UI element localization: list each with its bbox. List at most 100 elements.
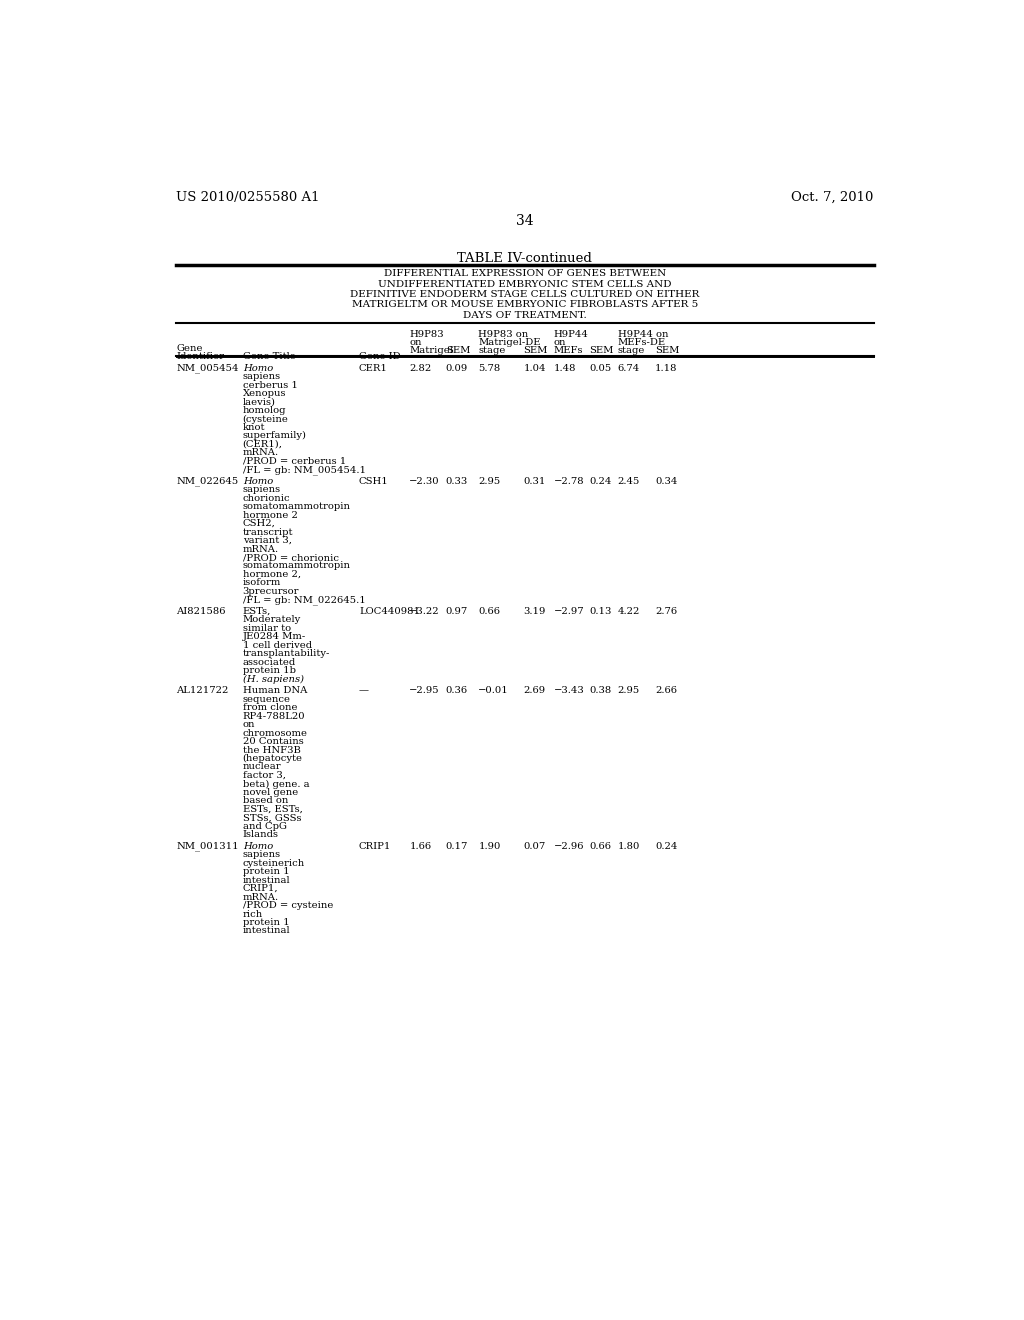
Text: Gene Title: Gene Title (243, 352, 296, 362)
Text: /PROD = chorionic: /PROD = chorionic (243, 553, 339, 562)
Text: 2.45: 2.45 (617, 477, 640, 486)
Text: on: on (410, 338, 422, 347)
Text: US 2010/0255580 A1: US 2010/0255580 A1 (176, 191, 319, 203)
Text: NM_001311: NM_001311 (176, 842, 239, 851)
Text: Oct. 7, 2010: Oct. 7, 2010 (792, 191, 873, 203)
Text: (H. sapiens): (H. sapiens) (243, 675, 304, 684)
Text: somatomammotropin: somatomammotropin (243, 561, 350, 570)
Text: cerberus 1: cerberus 1 (243, 380, 298, 389)
Text: Matrigel-DE: Matrigel-DE (478, 338, 541, 347)
Text: factor 3,: factor 3, (243, 771, 286, 780)
Text: based on: based on (243, 796, 288, 805)
Text: −3.43: −3.43 (554, 686, 585, 696)
Text: 0.97: 0.97 (445, 607, 468, 616)
Text: ESTs,: ESTs, (243, 607, 271, 616)
Text: intestinal: intestinal (243, 875, 291, 884)
Text: somatomammotropin: somatomammotropin (243, 502, 350, 511)
Text: 0.13: 0.13 (589, 607, 611, 616)
Text: 0.66: 0.66 (478, 607, 501, 616)
Text: 1.66: 1.66 (410, 842, 431, 851)
Text: H9P44 on: H9P44 on (617, 330, 669, 339)
Text: /FL = gb: NM_022645.1: /FL = gb: NM_022645.1 (243, 595, 366, 605)
Text: MEFs: MEFs (554, 346, 583, 355)
Text: 0.66: 0.66 (589, 842, 611, 851)
Text: CRIP1: CRIP1 (359, 842, 391, 851)
Text: —: — (359, 686, 369, 696)
Text: 1.04: 1.04 (523, 363, 546, 372)
Text: 34: 34 (516, 214, 534, 228)
Text: intestinal: intestinal (243, 927, 291, 936)
Text: Moderately: Moderately (243, 615, 301, 624)
Text: Xenopus: Xenopus (243, 389, 286, 399)
Text: (CER1),: (CER1), (243, 440, 283, 449)
Text: H9P83 on: H9P83 on (478, 330, 528, 339)
Text: 0.24: 0.24 (589, 477, 611, 486)
Text: Homo: Homo (243, 363, 273, 372)
Text: protein 1: protein 1 (243, 917, 290, 927)
Text: 1 cell derived: 1 cell derived (243, 640, 312, 649)
Text: nuclear: nuclear (243, 763, 282, 771)
Text: cysteinerich: cysteinerich (243, 859, 305, 867)
Text: sapiens: sapiens (243, 486, 281, 494)
Text: novel gene: novel gene (243, 788, 298, 797)
Text: CSH2,: CSH2, (243, 519, 275, 528)
Text: 3.19: 3.19 (523, 607, 546, 616)
Text: 20 Contains: 20 Contains (243, 737, 303, 746)
Text: AL121722: AL121722 (176, 686, 228, 696)
Text: 0.33: 0.33 (445, 477, 468, 486)
Text: 4.22: 4.22 (617, 607, 640, 616)
Text: 2.76: 2.76 (655, 607, 677, 616)
Text: mRNA.: mRNA. (243, 892, 279, 902)
Text: 5.78: 5.78 (478, 363, 501, 372)
Text: laevis): laevis) (243, 397, 275, 407)
Text: Identifier: Identifier (176, 352, 224, 362)
Text: /PROD = cysteine: /PROD = cysteine (243, 902, 333, 909)
Text: RP4-788L20: RP4-788L20 (243, 711, 305, 721)
Text: −2.78: −2.78 (554, 477, 584, 486)
Text: 0.05: 0.05 (589, 363, 611, 372)
Text: Homo: Homo (243, 477, 273, 486)
Text: 2.66: 2.66 (655, 686, 677, 696)
Text: 2.82: 2.82 (410, 363, 431, 372)
Text: SEM: SEM (445, 346, 470, 355)
Text: 0.36: 0.36 (445, 686, 468, 696)
Text: AI821586: AI821586 (176, 607, 225, 616)
Text: −2.96: −2.96 (554, 842, 584, 851)
Text: CSH1: CSH1 (359, 477, 389, 486)
Text: stage: stage (617, 346, 645, 355)
Text: 2.95: 2.95 (617, 686, 640, 696)
Text: Gene ID: Gene ID (359, 352, 400, 362)
Text: Islands: Islands (243, 830, 279, 840)
Text: /PROD = cerberus 1: /PROD = cerberus 1 (243, 457, 346, 466)
Text: 0.09: 0.09 (445, 363, 468, 372)
Text: associated: associated (243, 657, 296, 667)
Text: DIFFERENTIAL EXPRESSION OF GENES BETWEEN: DIFFERENTIAL EXPRESSION OF GENES BETWEEN (384, 269, 666, 279)
Text: chorionic: chorionic (243, 494, 291, 503)
Text: from clone: from clone (243, 704, 297, 713)
Text: DAYS OF TREATMENT.: DAYS OF TREATMENT. (463, 312, 587, 319)
Text: −0.01: −0.01 (478, 686, 509, 696)
Text: transplantability-: transplantability- (243, 649, 330, 659)
Text: protein 1b: protein 1b (243, 667, 296, 676)
Text: mRNA.: mRNA. (243, 545, 279, 553)
Text: beta) gene. a: beta) gene. a (243, 779, 309, 788)
Text: −2.97: −2.97 (554, 607, 584, 616)
Text: 0.34: 0.34 (655, 477, 677, 486)
Text: H9P83: H9P83 (410, 330, 444, 339)
Text: 1.80: 1.80 (617, 842, 640, 851)
Text: H9P44: H9P44 (554, 330, 589, 339)
Text: 0.24: 0.24 (655, 842, 677, 851)
Text: UNDIFFERENTIATED EMBRYONIC STEM CELLS AND: UNDIFFERENTIATED EMBRYONIC STEM CELLS AN… (378, 280, 672, 289)
Text: hormone 2: hormone 2 (243, 511, 298, 520)
Text: DEFINITIVE ENDODERM STAGE CELLS CULTURED ON EITHER: DEFINITIVE ENDODERM STAGE CELLS CULTURED… (350, 290, 699, 300)
Text: mRNA.: mRNA. (243, 449, 279, 457)
Text: 0.07: 0.07 (523, 842, 546, 851)
Text: sequence: sequence (243, 694, 291, 704)
Text: −3.22: −3.22 (410, 607, 440, 616)
Text: rich: rich (243, 909, 263, 919)
Text: MEFs-DE: MEFs-DE (617, 338, 666, 347)
Text: LOC440981: LOC440981 (359, 607, 420, 616)
Text: ESTs, ESTs,: ESTs, ESTs, (243, 805, 302, 814)
Text: 0.31: 0.31 (523, 477, 546, 486)
Text: variant 3,: variant 3, (243, 536, 292, 545)
